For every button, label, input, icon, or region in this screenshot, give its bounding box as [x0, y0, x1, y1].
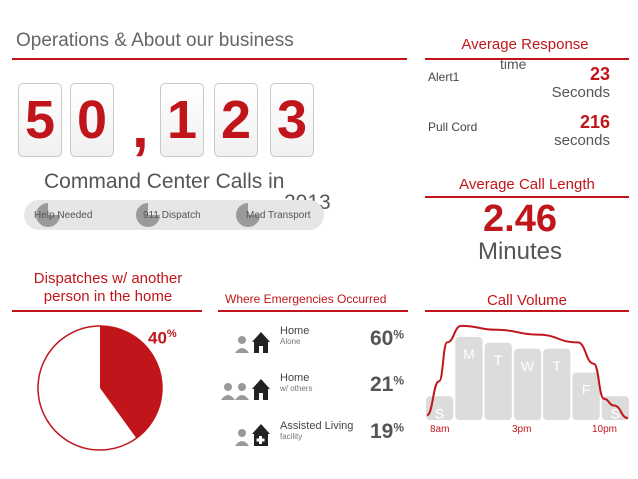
calls-caption: Command Center Calls in — [44, 170, 285, 193]
dispatch-pie-chart — [37, 325, 163, 451]
day-label: M — [463, 346, 475, 362]
time-tick: 8am — [430, 424, 450, 435]
pie-slice-dispatch — [100, 326, 163, 439]
emergency-item: Home Alone — [280, 325, 309, 346]
dispatch-percent: 40% — [148, 328, 177, 349]
header-divider — [12, 58, 407, 60]
emergency-item-sub: facility — [280, 432, 303, 441]
counter-digit: 2 — [214, 83, 258, 157]
counter-digit: 1 — [160, 83, 204, 157]
counter-digit: 3 — [270, 83, 314, 157]
emergency-item-sub: Alone — [280, 337, 301, 346]
response-title-cont: time — [500, 56, 527, 72]
emergency-icons — [221, 332, 270, 446]
emergency-percent: 19% — [370, 420, 404, 444]
call-categories-icons — [36, 203, 260, 227]
volume-curve — [426, 324, 629, 420]
call-categories-strip — [24, 200, 324, 230]
pie-icon — [236, 203, 260, 227]
volume-bar — [572, 372, 600, 420]
pie-icon — [136, 203, 160, 227]
emergency-item-title: Home — [280, 325, 310, 337]
emergency-percent-sign: % — [393, 327, 405, 342]
dispatch-percent-sign: % — [166, 328, 177, 340]
dispatch-percent-value: 40 — [148, 328, 167, 348]
call-length-value: 2.46 — [483, 198, 557, 240]
house-icon — [252, 379, 270, 400]
dispatch-title-line2: person in the home — [43, 288, 173, 305]
call-length-unit: Minutes — [477, 238, 563, 265]
volume-divider — [425, 310, 629, 312]
call-length-divider — [425, 196, 629, 198]
emergency-percent-value: 19 — [370, 420, 394, 443]
response-title: Average Response — [461, 36, 589, 53]
time-tick: 3pm — [512, 424, 532, 435]
category-label: Med Transport — [246, 210, 311, 221]
emergencies-divider — [218, 310, 408, 312]
volume-bar — [455, 336, 483, 420]
dispatch-divider — [12, 310, 202, 312]
emergency-item-sub: w/ others — [280, 384, 313, 393]
response-label: Pull Cord — [428, 120, 478, 134]
counter-digit: 0 — [70, 83, 114, 157]
page-title: Operations & About our business — [16, 30, 294, 51]
dispatch-title: Dispatches w/ another person in the home — [8, 270, 208, 306]
day-label: F — [582, 382, 591, 398]
emergency-percent-value: 60 — [370, 327, 394, 350]
response-unit: seconds — [554, 132, 610, 149]
facility-icon — [252, 424, 270, 446]
house-icon — [252, 332, 270, 353]
response-divider — [425, 58, 629, 60]
dispatch-title-line1: Dispatches w/ another — [33, 270, 183, 287]
call-length-title: Average Call Length — [459, 176, 595, 193]
day-label: S — [611, 405, 620, 420]
emergency-percent: 60% — [370, 327, 404, 351]
counter-digit: 5 — [18, 83, 62, 157]
call-volume-chart: S M T W T F S — [426, 324, 629, 420]
time-tick: 10pm — [592, 424, 618, 435]
person-icon — [235, 429, 249, 446]
pie-icon — [36, 203, 60, 227]
category-label: Help Needed — [34, 210, 93, 221]
person-icon — [221, 383, 235, 400]
day-label: T — [553, 358, 562, 374]
category-label: 911 Dispatch — [143, 210, 201, 221]
volume-title: Call Volume — [486, 292, 568, 309]
volume-bar — [484, 342, 512, 420]
emergency-item-title: Home — [280, 372, 310, 384]
day-label: S — [435, 405, 444, 420]
emergency-percent-value: 21 — [370, 373, 394, 396]
volume-bar — [543, 348, 571, 420]
response-value: 23 — [589, 64, 610, 84]
counter-separator: , — [132, 93, 149, 160]
emergency-item: Home w/ others — [280, 372, 312, 393]
volume-bar — [513, 348, 542, 420]
person-icon — [235, 336, 249, 353]
emergency-percent-sign: % — [393, 373, 405, 388]
emergency-item-title: Assisted Living — [280, 420, 354, 432]
person-icon — [235, 383, 249, 400]
emergency-percent: 21% — [370, 373, 404, 397]
emergency-item: Assisted Living facility — [280, 420, 353, 441]
emergencies-title: Where Emergencies Occurred — [225, 292, 387, 306]
response-value: 216 — [579, 112, 610, 132]
emergency-percent-sign: % — [393, 420, 405, 435]
response-label: Alert1 — [428, 70, 460, 84]
day-label: W — [521, 358, 535, 374]
day-label: T — [494, 352, 503, 368]
response-unit: Seconds — [551, 84, 610, 101]
